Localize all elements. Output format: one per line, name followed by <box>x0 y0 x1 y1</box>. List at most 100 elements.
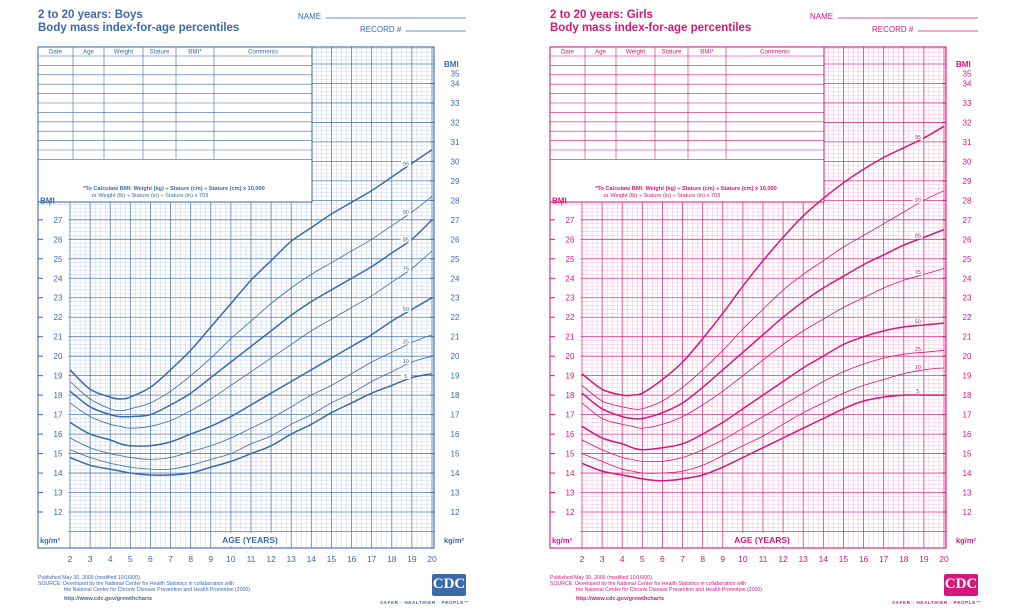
y-axis-label-right: BMI <box>956 60 971 69</box>
y-tick-left: 21 <box>566 333 575 342</box>
y-tick-right: 25 <box>963 255 972 264</box>
y-tick-right: 13 <box>963 489 972 498</box>
y-tick-right: 14 <box>963 469 972 478</box>
y-tick-right: 32 <box>963 118 972 127</box>
x-tick: 2 <box>68 554 73 564</box>
y-tick-right: 35 <box>451 70 460 79</box>
table-header-age: Age <box>595 49 607 56</box>
table-header-comments: Comments <box>248 49 278 56</box>
y-tick-left: 25 <box>54 255 63 264</box>
x-tick: 19 <box>407 554 417 564</box>
y-tick-right: 23 <box>451 294 460 303</box>
x-axis-title: AGE (YEARS) <box>726 533 798 546</box>
y-tick-left: 19 <box>566 372 575 381</box>
y-unit-left: kg/m² <box>40 536 61 545</box>
x-tick: 6 <box>148 554 153 564</box>
x-tick: 8 <box>188 554 193 564</box>
y-tick-right: 33 <box>451 99 460 108</box>
y-tick-left: 20 <box>566 352 575 361</box>
x-tick: 8 <box>700 554 705 564</box>
y-tick-right: 20 <box>963 352 972 361</box>
x-tick: 16 <box>859 554 869 564</box>
table-header-date: Date <box>49 49 63 56</box>
y-tick-right: 16 <box>963 430 972 439</box>
bmi-formula-line2: or Weight (lb) ÷ Stature (in) ÷ Stature … <box>604 193 720 199</box>
cdc-tagline: SAFER · HEALTHIER · PEOPLE™ <box>380 600 470 605</box>
y-tick-left: 17 <box>54 411 63 420</box>
table-header-age: Age <box>83 49 95 56</box>
y-tick-right: 34 <box>963 80 972 89</box>
y-tick-right: 29 <box>963 177 972 186</box>
table-header-comments: Comments <box>760 49 790 56</box>
percentile-curve-10 <box>581 367 945 474</box>
y-tick-left: 24 <box>54 274 63 283</box>
y-tick-left: 26 <box>54 235 63 244</box>
bmi-chart-svg: Date Age Weight Stature BMI* Comments *To Calc… <box>549 17 978 564</box>
table-header-bmi: BMI* <box>188 49 202 56</box>
x-tick: 18 <box>387 554 397 564</box>
x-tick: 12 <box>778 554 788 564</box>
record-label: RECORD # <box>360 25 402 34</box>
y-tick-right: 25 <box>451 255 460 264</box>
y-unit-left: kg/m² <box>552 536 573 545</box>
y-tick-right: 30 <box>963 157 972 166</box>
y-tick-left: 15 <box>566 450 575 459</box>
y-tick-left: 17 <box>566 411 575 420</box>
x-tick: 5 <box>128 554 133 564</box>
x-tick: 11 <box>247 554 256 564</box>
footer-source-line2: the National Center for Chronic Disease … <box>576 587 764 593</box>
bmi-chart-svg: Date Age Weight Stature BMI* Comments *To Calc… <box>37 17 466 564</box>
x-tick: 3 <box>88 554 93 564</box>
x-tick: 14 <box>307 554 317 564</box>
record-label: RECORD # <box>872 25 914 34</box>
percentile-curve-50 <box>581 322 945 451</box>
bmi-formula-line1: *To Calculate BMI: Weight (kg) ÷ Stature… <box>595 186 777 192</box>
y-tick-left: 27 <box>566 216 575 225</box>
percentile-curve-5 <box>69 372 433 476</box>
percentile-label-85: 85 <box>403 237 409 243</box>
y-tick-left: 24 <box>566 274 575 283</box>
x-axis: 2 3 4 5 6 7 8 9 10 11 12 13 14 15 16 17 18 19 20 <box>68 554 437 564</box>
y-tick-left: 14 <box>54 469 63 478</box>
y-tick-right: 26 <box>963 235 972 244</box>
x-tick: 9 <box>720 554 725 564</box>
percentile-label-75: 75 <box>915 270 921 276</box>
percentile-curves: 95 90 85 75 50 25 10 5 <box>581 125 945 482</box>
percentile-curve-90 <box>69 196 433 412</box>
y-tick-left: 12 <box>566 508 575 517</box>
percentile-label-90: 90 <box>403 210 409 216</box>
percentile-curve-95 <box>69 149 433 400</box>
percentile-curve-75 <box>581 268 945 429</box>
table-header-stature: Stature <box>150 49 171 56</box>
y-tick-left: 19 <box>54 372 63 381</box>
percentile-curve-25 <box>581 349 945 463</box>
table-header-bmi: BMI* <box>700 49 714 56</box>
left-axis: BMI 12 13 14 15 16 17 18 19 20 21 22 23 24 25 26 27 kg/m² <box>38 196 69 548</box>
percentile-label-10: 10 <box>403 359 409 365</box>
x-axis: 2 3 4 5 6 7 8 9 10 11 12 13 14 15 16 17 18 19 20 <box>580 554 949 564</box>
y-tick-right: 17 <box>451 411 460 420</box>
y-tick-right: 17 <box>963 411 972 420</box>
footer-published: Published May 30, 2000 (modified 10/16/0… <box>38 575 142 581</box>
x-tick: 10 <box>738 554 748 564</box>
y-tick-left: 23 <box>54 294 63 303</box>
chart-subtitle: Body mass index-for-age percentiles <box>550 22 752 34</box>
y-tick-right: 23 <box>963 294 972 303</box>
percentile-curve-85 <box>581 228 945 420</box>
cdc-logo: CDC <box>432 574 466 596</box>
chart-subtitle: Body mass index-for-age percentiles <box>38 22 240 34</box>
x-tick: 10 <box>226 554 236 564</box>
y-tick-right: 18 <box>963 391 972 400</box>
y-tick-left: 13 <box>566 489 575 498</box>
percentile-curves: 95 90 85 75 50 25 10 5 <box>69 149 433 476</box>
y-tick-right: 30 <box>451 157 460 166</box>
x-tick: 9 <box>208 554 213 564</box>
y-tick-right: 21 <box>451 333 460 342</box>
y-tick-right: 13 <box>451 489 460 498</box>
y-tick-left: 22 <box>566 313 575 322</box>
y-tick-right: 31 <box>451 138 460 147</box>
y-tick-right: 14 <box>451 469 460 478</box>
x-tick: 5 <box>640 554 645 564</box>
boys-chart-panel: 2 to 20 years: Boys Body mass index-for-a… <box>37 9 470 605</box>
table-header-weight: Weight <box>626 49 645 56</box>
